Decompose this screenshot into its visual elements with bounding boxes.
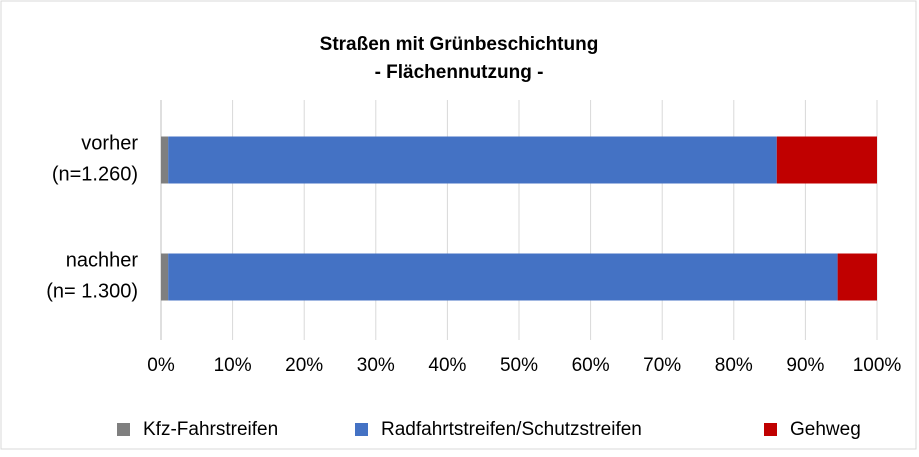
bar-segment [168, 253, 838, 301]
legend-label: Gehweg [790, 419, 861, 440]
chart-subtitle: - Flächennutzung - [375, 62, 544, 83]
category-label: vorher [81, 132, 138, 154]
x-tick-label: 80% [715, 355, 753, 376]
bar-segment [837, 253, 877, 301]
x-tick-label: 100% [853, 355, 902, 376]
x-tick-label: 20% [285, 355, 323, 376]
category-label: (n= 1.300) [46, 280, 138, 302]
x-tick-label: 60% [572, 355, 610, 376]
bar-segment [776, 136, 877, 184]
legend-swatch [117, 423, 130, 436]
bar-segment [161, 136, 169, 184]
bar-segment [168, 136, 777, 184]
bar-segment [161, 253, 169, 301]
x-tick-label: 40% [428, 355, 466, 376]
x-tick-label: 50% [500, 355, 538, 376]
x-tick-label: 10% [214, 355, 252, 376]
x-tick-label: 0% [147, 355, 175, 376]
legend-swatch [355, 423, 368, 436]
legend-label: Kfz-Fahrstreifen [143, 419, 278, 440]
x-tick-label: 70% [643, 355, 681, 376]
x-tick-label: 90% [786, 355, 824, 376]
x-tick-label: 30% [357, 355, 395, 376]
category-label: (n=1.260) [52, 163, 138, 185]
legend-label: Radfahrtstreifen/Schutzstreifen [381, 419, 642, 440]
category-label: nachher [66, 249, 139, 271]
legend-swatch [764, 423, 777, 436]
chart-title: Straßen mit Grünbeschichtung [320, 34, 599, 55]
